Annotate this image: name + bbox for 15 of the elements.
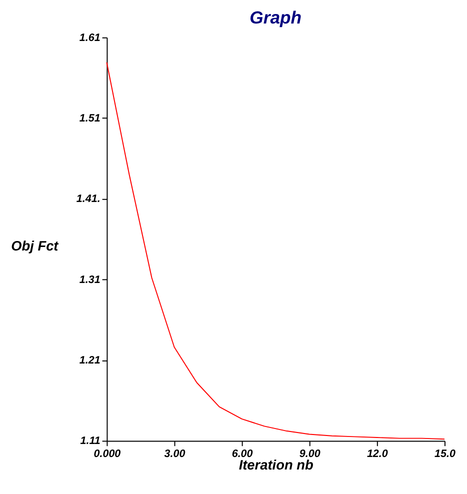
x-tick-label: 3.00 [164, 448, 186, 460]
y-tick-label: 1.61 [79, 32, 100, 44]
y-tick-label: 1.41. [76, 193, 100, 206]
y-tick-label: 1.51 [79, 112, 100, 124]
chart-title: Graph [250, 8, 302, 28]
y-tick-label: 1.11 [80, 435, 100, 448]
x-tick-label: 6.00 [232, 448, 253, 460]
x-tick-label: 9.00 [299, 448, 320, 460]
x-tick-label: 15.0 [434, 448, 456, 460]
y-axis-title: Obj Fct [11, 238, 60, 254]
y-tick-label: 1.31 [79, 274, 100, 286]
x-axis-title: Iteration nb [238, 458, 314, 473]
x-tick-label: 0.000 [94, 448, 121, 460]
x-tick-label: 12.0 [366, 448, 388, 460]
y-tick-label: 1.21 [79, 354, 100, 366]
